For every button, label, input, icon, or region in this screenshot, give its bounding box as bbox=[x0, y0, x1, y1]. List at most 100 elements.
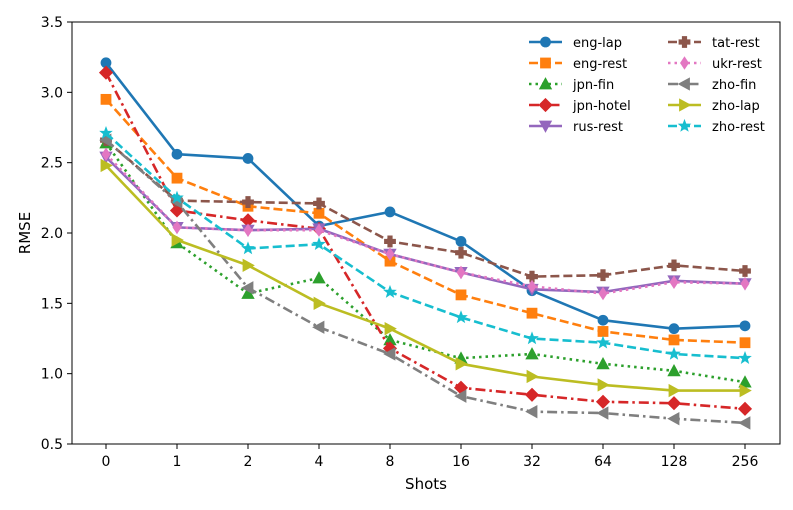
x-tick-label-16: 16 bbox=[452, 454, 470, 470]
point-zho-rest-256 bbox=[738, 351, 752, 364]
legend-item-eng-rest: eng-rest bbox=[529, 57, 627, 72]
legend-marker-tat-rest bbox=[678, 36, 691, 48]
series-line-tat-rest bbox=[105, 139, 746, 278]
point-tat-rest-256 bbox=[739, 265, 751, 277]
point-tat-rest-2 bbox=[242, 196, 254, 208]
point-ukr-rest-32 bbox=[527, 279, 537, 294]
legend-item-eng-lap: eng-lap bbox=[529, 36, 622, 51]
point-eng-rest-4 bbox=[313, 207, 325, 219]
legend-label-zho-fin: zho-fin bbox=[712, 78, 756, 93]
series-ukr-rest bbox=[101, 147, 750, 301]
point-zho-fin-32 bbox=[525, 404, 538, 419]
point-jpn-hotel-0 bbox=[98, 65, 114, 80]
point-zho-rest-128 bbox=[667, 346, 681, 360]
point-ukr-rest-2 bbox=[243, 223, 253, 237]
point-zho-fin-128 bbox=[667, 412, 680, 426]
legend-item-zho-lap: zho-lap bbox=[668, 98, 760, 114]
point-zho-lap-128 bbox=[668, 383, 681, 398]
point-zho-lap-16 bbox=[455, 357, 468, 371]
point-eng-rest-32 bbox=[526, 307, 538, 319]
point-jpn-hotel-64 bbox=[595, 394, 611, 409]
series-line-jpn-hotel bbox=[104, 72, 746, 411]
point-eng-rest-0 bbox=[100, 93, 112, 105]
point-jpn-fin-4 bbox=[312, 271, 326, 284]
x-tick-label-1: 1 bbox=[173, 454, 182, 470]
legend-item-zho-rest: zho-rest bbox=[668, 118, 765, 135]
y-tick-label-1.5: 1.5 bbox=[41, 296, 63, 312]
legend-marker-eng-lap bbox=[540, 36, 551, 48]
point-eng-rest-128 bbox=[668, 334, 680, 346]
series-line-eng-rest bbox=[105, 98, 746, 345]
point-jpn-hotel-128 bbox=[666, 396, 682, 411]
point-zho-rest-0 bbox=[99, 125, 113, 139]
point-eng-rest-256 bbox=[739, 337, 751, 349]
legend-marker-jpn-hotel bbox=[538, 97, 553, 113]
point-zho-fin-16 bbox=[454, 389, 467, 403]
point-eng-rest-16 bbox=[455, 289, 467, 301]
point-zho-lap-4 bbox=[313, 296, 326, 311]
series-jpn-fin bbox=[99, 136, 752, 388]
point-eng-lap-128 bbox=[668, 323, 680, 335]
point-tat-rest-8 bbox=[384, 235, 396, 248]
point-zho-fin-256 bbox=[738, 416, 751, 430]
legend-label-zho-rest: zho-rest bbox=[712, 120, 765, 135]
point-tat-rest-16 bbox=[455, 246, 467, 259]
point-ukr-rest-256 bbox=[740, 276, 750, 291]
series-eng-rest bbox=[100, 93, 751, 349]
point-eng-lap-2 bbox=[242, 153, 254, 164]
point-ukr-rest-8 bbox=[385, 247, 395, 261]
x-tick-label-128: 128 bbox=[661, 454, 688, 470]
legend-marker-zho-rest bbox=[677, 118, 692, 132]
x-axis: 0 1 2 4 8 16 32 64 128 256 bbox=[102, 444, 758, 470]
point-ukr-rest-128 bbox=[669, 275, 679, 289]
x-tick-label-64: 64 bbox=[594, 454, 612, 470]
point-ukr-rest-16 bbox=[456, 265, 466, 280]
point-eng-lap-256 bbox=[739, 320, 751, 332]
legend-item-rus-rest: rus-rest bbox=[529, 120, 623, 135]
legend-label-zho-lap: zho-lap bbox=[712, 99, 760, 114]
point-zho-rest-64 bbox=[596, 335, 610, 349]
legend-marker-jpn-fin bbox=[538, 77, 553, 90]
legend-label-ukr-rest: ukr-rest bbox=[712, 57, 762, 72]
legend-item-jpn-hotel: jpn-hotel bbox=[529, 97, 631, 114]
point-zho-lap-256 bbox=[739, 383, 752, 398]
legend-marker-rus-rest bbox=[538, 120, 553, 133]
point-eng-rest-1 bbox=[171, 172, 183, 184]
y-tick-label-1.0: 1.0 bbox=[41, 367, 63, 383]
series-jpn-hotel bbox=[98, 65, 753, 416]
point-tat-rest-64 bbox=[597, 269, 609, 282]
legend-item-ukr-rest: ukr-rest bbox=[668, 56, 762, 72]
point-zho-fin-2 bbox=[241, 281, 254, 295]
point-eng-lap-64 bbox=[597, 314, 609, 326]
y-tick-label-2.5: 2.5 bbox=[41, 156, 63, 172]
point-zho-lap-64 bbox=[597, 378, 610, 392]
x-tick-label-4: 4 bbox=[315, 454, 324, 470]
point-ukr-rest-0 bbox=[101, 147, 111, 161]
legend-label-jpn-fin: jpn-fin bbox=[572, 78, 614, 93]
point-zho-rest-32 bbox=[525, 331, 539, 345]
x-tick-label-0: 0 bbox=[102, 454, 111, 470]
y-axis-label: RMSE bbox=[16, 212, 34, 254]
legend-marker-ukr-rest bbox=[680, 56, 689, 70]
legend-item-zho-fin: zho-fin bbox=[668, 77, 756, 93]
legend-item-tat-rest: tat-rest bbox=[668, 36, 760, 51]
legend-label-jpn-hotel: jpn-hotel bbox=[572, 99, 631, 114]
legend-marker-zho-lap bbox=[679, 98, 692, 112]
point-tat-rest-32 bbox=[526, 270, 538, 283]
point-jpn-fin-128 bbox=[667, 364, 681, 377]
legend-item-jpn-fin: jpn-fin bbox=[529, 77, 614, 93]
series-line-zho-fin bbox=[105, 139, 746, 425]
point-zho-fin-64 bbox=[596, 406, 609, 420]
point-jpn-hotel-256 bbox=[737, 401, 753, 416]
legend-label-rus-rest: rus-rest bbox=[573, 120, 623, 135]
x-tick-label-8: 8 bbox=[386, 454, 395, 470]
series-zho-lap bbox=[100, 158, 752, 398]
point-zho-rest-8 bbox=[383, 284, 397, 298]
point-ukr-rest-4 bbox=[314, 223, 324, 237]
point-zho-rest-16 bbox=[454, 310, 468, 324]
point-tat-rest-4 bbox=[313, 197, 325, 210]
point-zho-lap-0 bbox=[100, 158, 113, 173]
legend-marker-zho-fin bbox=[677, 77, 690, 91]
legend: eng-lap eng-rest jpn-fin jpn-hotel rus-rest t… bbox=[529, 36, 765, 135]
